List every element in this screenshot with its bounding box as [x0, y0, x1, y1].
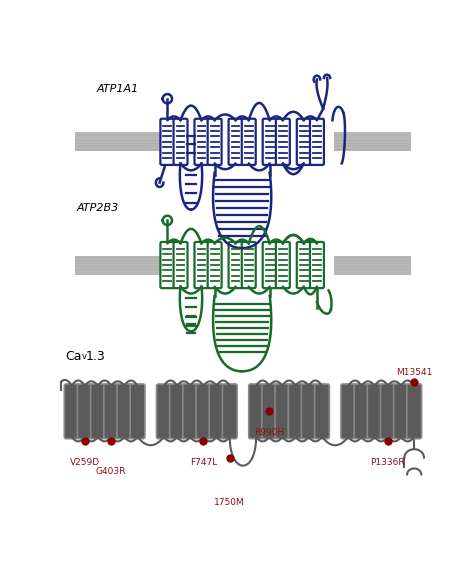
FancyBboxPatch shape [407, 384, 421, 439]
FancyBboxPatch shape [64, 384, 79, 439]
FancyBboxPatch shape [354, 384, 369, 439]
FancyBboxPatch shape [208, 119, 222, 165]
FancyBboxPatch shape [194, 242, 209, 288]
FancyBboxPatch shape [209, 384, 224, 439]
FancyBboxPatch shape [228, 119, 243, 165]
FancyBboxPatch shape [130, 384, 145, 439]
FancyBboxPatch shape [160, 119, 174, 165]
FancyBboxPatch shape [77, 384, 92, 439]
Text: 1.3: 1.3 [86, 350, 105, 363]
FancyBboxPatch shape [173, 119, 188, 165]
FancyBboxPatch shape [173, 242, 188, 288]
Text: ATP2B3: ATP2B3 [76, 203, 118, 213]
FancyBboxPatch shape [310, 119, 324, 165]
FancyBboxPatch shape [297, 242, 311, 288]
FancyBboxPatch shape [276, 119, 290, 165]
FancyBboxPatch shape [263, 242, 277, 288]
FancyBboxPatch shape [156, 384, 171, 439]
FancyBboxPatch shape [183, 384, 198, 439]
FancyBboxPatch shape [160, 242, 174, 288]
FancyBboxPatch shape [104, 384, 118, 439]
FancyBboxPatch shape [242, 119, 255, 165]
FancyBboxPatch shape [315, 384, 329, 439]
FancyBboxPatch shape [262, 384, 277, 439]
Text: v: v [82, 352, 87, 361]
Text: R990H: R990H [254, 428, 284, 438]
FancyBboxPatch shape [297, 119, 311, 165]
Text: F747L: F747L [190, 457, 217, 466]
FancyBboxPatch shape [381, 384, 395, 439]
FancyBboxPatch shape [170, 384, 184, 439]
FancyBboxPatch shape [208, 242, 222, 288]
FancyBboxPatch shape [288, 384, 303, 439]
Text: Ca: Ca [65, 350, 82, 363]
FancyBboxPatch shape [117, 384, 132, 439]
Text: ATP1A1: ATP1A1 [96, 84, 139, 94]
Text: 1750M: 1750M [214, 498, 245, 507]
FancyBboxPatch shape [194, 119, 209, 165]
FancyBboxPatch shape [222, 384, 237, 439]
FancyBboxPatch shape [341, 384, 356, 439]
Text: P1336R: P1336R [371, 457, 405, 466]
FancyBboxPatch shape [276, 242, 290, 288]
FancyBboxPatch shape [275, 384, 290, 439]
FancyBboxPatch shape [196, 384, 211, 439]
FancyBboxPatch shape [91, 384, 105, 439]
FancyBboxPatch shape [394, 384, 409, 439]
FancyBboxPatch shape [249, 384, 264, 439]
FancyBboxPatch shape [367, 384, 382, 439]
FancyBboxPatch shape [263, 119, 277, 165]
Text: V259D: V259D [70, 457, 100, 466]
Text: M13541: M13541 [396, 368, 432, 377]
Text: G403R: G403R [96, 467, 127, 476]
FancyBboxPatch shape [301, 384, 316, 439]
FancyBboxPatch shape [228, 242, 243, 288]
FancyBboxPatch shape [242, 242, 255, 288]
FancyBboxPatch shape [310, 242, 324, 288]
